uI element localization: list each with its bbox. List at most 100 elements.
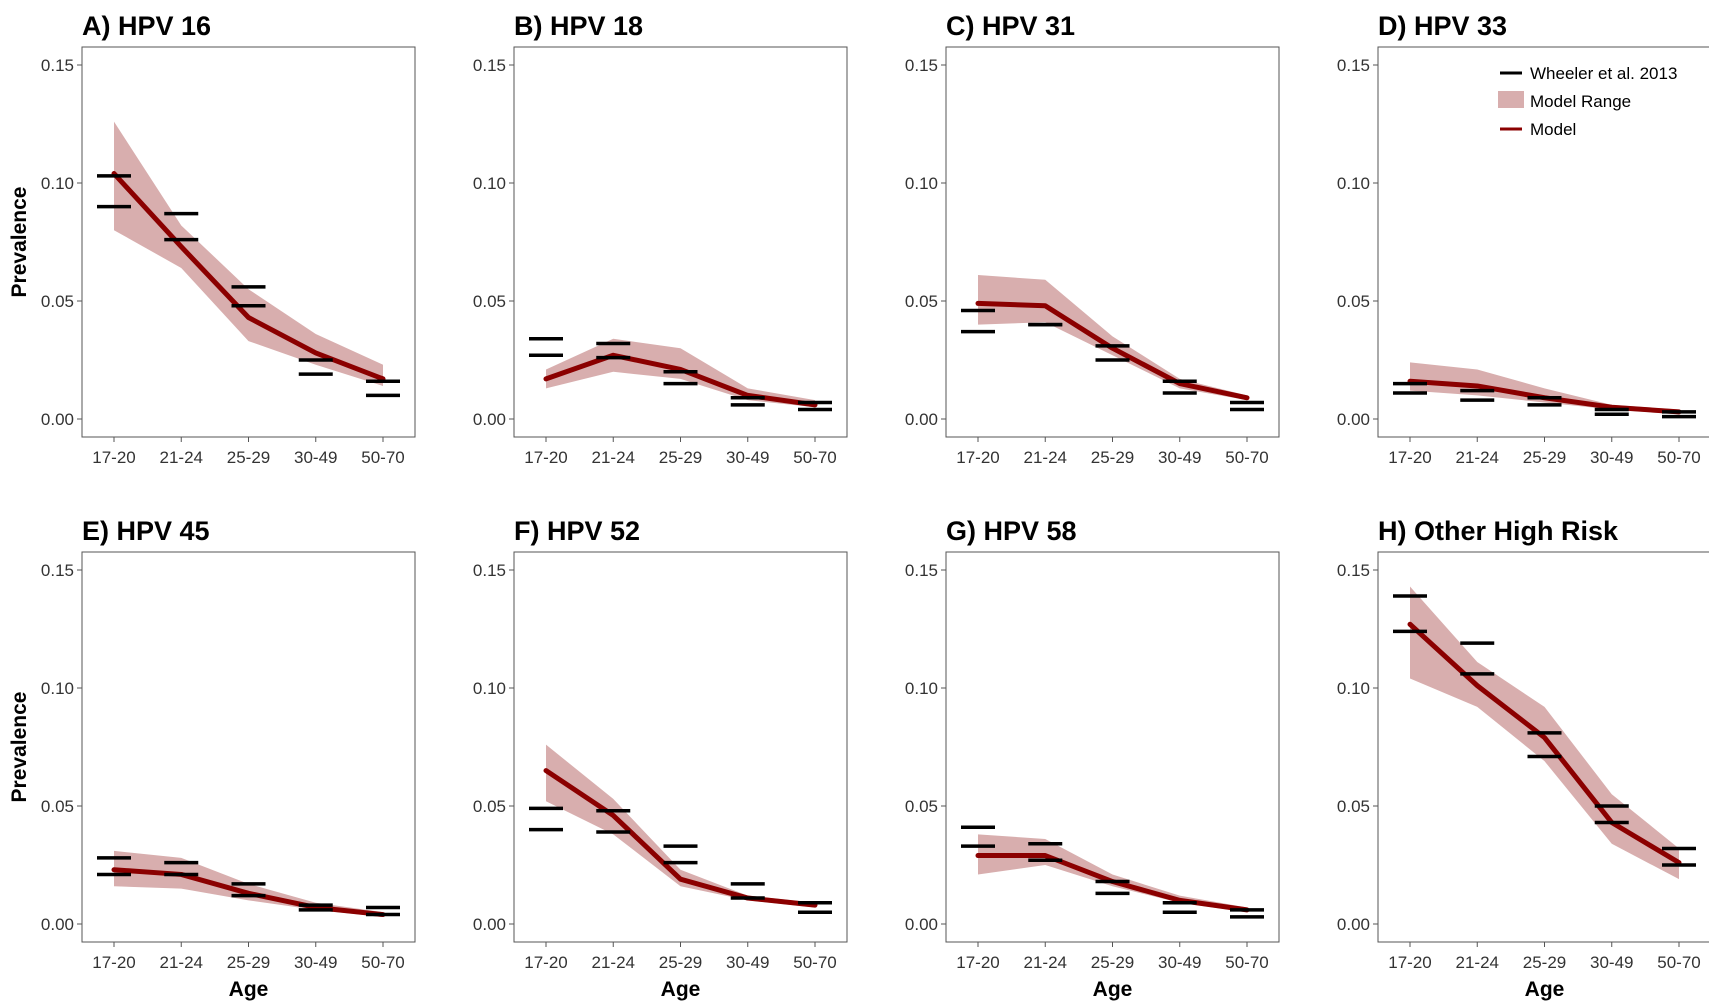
- x-axis-title: Age: [229, 978, 269, 1001]
- model-line: [111, 867, 386, 918]
- y-tick-label: 0.10: [1337, 679, 1370, 698]
- y-axis-title: Prevalence: [8, 692, 31, 803]
- x-tick-label: 25-29: [1523, 448, 1566, 467]
- y-tick-label: 0.15: [1337, 561, 1370, 580]
- x-tick-label: 25-29: [227, 448, 270, 467]
- y-tick-label: 0.05: [905, 797, 938, 816]
- x-tick-label: 30-49: [294, 953, 337, 972]
- x-tick-label: 17-20: [524, 953, 567, 972]
- model-range-band: [1410, 362, 1679, 415]
- x-axis-title: Age: [1093, 978, 1133, 1001]
- x-tick-label: 50-70: [1225, 448, 1268, 467]
- x-tick-label: 50-70: [793, 448, 836, 467]
- y-tick-label: 0.15: [905, 561, 938, 580]
- x-tick-label: 21-24: [1024, 953, 1067, 972]
- x-tick-label: 17-20: [92, 448, 135, 467]
- y-tick-label: 0.10: [1337, 174, 1370, 193]
- model-line: [111, 171, 386, 382]
- y-tick-label: 0.00: [1337, 915, 1370, 934]
- model-line: [975, 300, 1250, 401]
- y-tick-label: 0.10: [473, 679, 506, 698]
- y-tick-label: 0.00: [41, 410, 74, 429]
- panel-title: H) Other High Risk: [1378, 516, 1619, 546]
- legend-wheeler-label: Wheeler et al. 2013: [1530, 64, 1677, 83]
- panel-title: E) HPV 45: [82, 516, 210, 546]
- x-tick-label: 25-29: [659, 448, 702, 467]
- x-tick-label: 17-20: [956, 448, 999, 467]
- y-tick-label: 0.10: [41, 174, 74, 193]
- y-axis-title: Prevalence: [8, 187, 31, 298]
- y-tick-label: 0.00: [1337, 410, 1370, 429]
- panel-b: B) HPV 18 0.00 0.05 0.10 0.15 17-20 21-24 25-29…: [473, 11, 848, 467]
- y-tick-label: 0.05: [905, 292, 938, 311]
- x-tick-label: 21-24: [160, 448, 203, 467]
- x-tick-label: 21-24: [592, 448, 635, 467]
- legend: Wheeler et al. 2013 Model Range Model: [1498, 64, 1677, 139]
- y-tick-label: 0.15: [41, 561, 74, 580]
- y-tick-label: 0.05: [41, 292, 74, 311]
- x-tick-label: 30-49: [1590, 448, 1633, 467]
- y-tick-label: 0.00: [905, 410, 938, 429]
- panel-h: H) Other High Risk 0.00 0.05 0.10 0.15 17-20 2…: [1337, 516, 1709, 1001]
- y-tick-label: 0.10: [473, 174, 506, 193]
- x-tick-label: 25-29: [1091, 448, 1134, 467]
- y-tick-label: 0.15: [473, 56, 506, 75]
- x-tick-label: 30-49: [1158, 953, 1201, 972]
- x-tick-label: 17-20: [1388, 448, 1431, 467]
- x-axis-title: Age: [1525, 978, 1565, 1001]
- x-tick-label: 50-70: [1657, 953, 1700, 972]
- x-tick-label: 21-24: [592, 953, 635, 972]
- y-tick-label: 0.15: [1337, 56, 1370, 75]
- y-tick-label: 0.10: [41, 679, 74, 698]
- legend-range-swatch: [1498, 91, 1524, 108]
- x-tick-label: 21-24: [1456, 448, 1499, 467]
- panel-title: B) HPV 18: [514, 11, 643, 41]
- x-tick-label: 30-49: [1158, 448, 1201, 467]
- model-line: [543, 768, 818, 908]
- y-tick-label: 0.00: [905, 915, 938, 934]
- y-tick-label: 0.10: [905, 174, 938, 193]
- plot-area: [945, 46, 1280, 438]
- panel-d: D) HPV 33 0.00 0.05 0.10 0.15 17-20 21-24 25-29…: [1337, 11, 1709, 467]
- model-line: [1407, 621, 1682, 866]
- x-tick-label: 50-70: [361, 953, 404, 972]
- legend-model-label: Model: [1530, 120, 1576, 139]
- x-tick-label: 21-24: [160, 953, 203, 972]
- x-tick-label: 17-20: [1388, 953, 1431, 972]
- x-tick-label: 25-29: [1523, 953, 1566, 972]
- panel-title: A) HPV 16: [82, 11, 211, 41]
- x-tick-label: 30-49: [726, 448, 769, 467]
- x-tick-label: 30-49: [1590, 953, 1633, 972]
- x-tick-label: 30-49: [294, 448, 337, 467]
- x-tick-label: 17-20: [524, 448, 567, 467]
- panel-title: F) HPV 52: [514, 516, 640, 546]
- y-tick-label: 0.05: [473, 292, 506, 311]
- y-tick-label: 0.05: [473, 797, 506, 816]
- x-tick-label: 17-20: [956, 953, 999, 972]
- y-tick-label: 0.15: [905, 56, 938, 75]
- x-tick-label: 25-29: [1091, 953, 1134, 972]
- x-tick-label: 25-29: [227, 953, 270, 972]
- y-tick-label: 0.00: [473, 410, 506, 429]
- x-axis-title: Age: [661, 978, 701, 1001]
- panel-title: G) HPV 58: [946, 516, 1077, 546]
- x-tick-label: 30-49: [726, 953, 769, 972]
- x-tick-label: 17-20: [92, 953, 135, 972]
- model-range-band: [546, 744, 815, 908]
- y-tick-label: 0.00: [473, 915, 506, 934]
- panel-g: G) HPV 58 0.00 0.05 0.10 0.15 17-20 21-24 25-29…: [905, 516, 1280, 1001]
- y-tick-label: 0.15: [473, 561, 506, 580]
- y-tick-label: 0.05: [1337, 797, 1370, 816]
- y-tick-label: 0.05: [41, 797, 74, 816]
- y-tick-label: 0.10: [905, 679, 938, 698]
- y-tick-label: 0.00: [41, 915, 74, 934]
- panel-title: D) HPV 33: [1378, 11, 1507, 41]
- x-tick-label: 21-24: [1456, 953, 1499, 972]
- y-tick-label: 0.15: [41, 56, 74, 75]
- panel-a: A) HPV 16 0.00 0.05 0.10 0.15 17-20 21-24 25-29…: [8, 11, 416, 467]
- x-tick-label: 50-70: [1657, 448, 1700, 467]
- panel-c: C) HPV 31 0.00 0.05 0.10 0.15 17-20 21-24 25-29…: [905, 11, 1280, 467]
- panel-e: E) HPV 45 0.00 0.05 0.10 0.15 17-20 21-24 25-29…: [8, 516, 416, 1001]
- legend-range-label: Model Range: [1530, 92, 1631, 111]
